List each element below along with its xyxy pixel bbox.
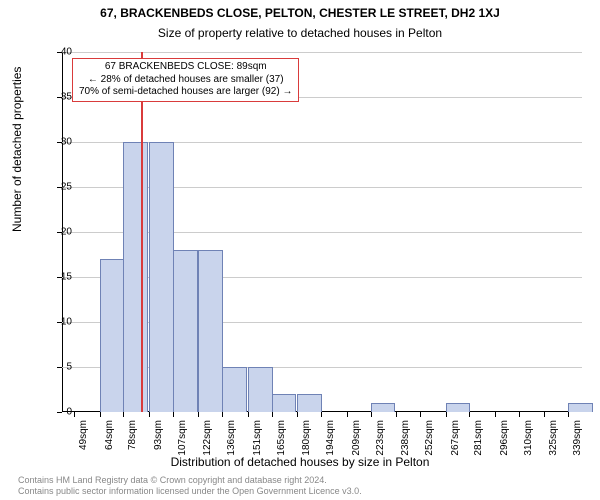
y-tick-mark bbox=[57, 412, 62, 413]
histogram-bar bbox=[446, 403, 471, 412]
x-tick-mark bbox=[371, 412, 372, 417]
x-tick-mark bbox=[544, 412, 545, 417]
x-tick-mark bbox=[149, 412, 150, 417]
x-tick-mark bbox=[123, 412, 124, 417]
histogram-bar bbox=[100, 259, 125, 412]
x-tick-mark bbox=[495, 412, 496, 417]
y-tick-label: 15 bbox=[61, 272, 72, 283]
x-tick-label: 151sqm bbox=[252, 420, 263, 460]
histogram-bar bbox=[173, 250, 198, 412]
grid-line bbox=[62, 52, 582, 53]
x-tick-label: 325sqm bbox=[548, 420, 559, 460]
histogram-bar bbox=[149, 142, 174, 412]
x-tick-mark bbox=[173, 412, 174, 417]
y-tick-label: 40 bbox=[61, 47, 72, 58]
chart-subtitle: Size of property relative to detached ho… bbox=[0, 26, 600, 40]
x-tick-label: 136sqm bbox=[226, 420, 237, 460]
x-tick-label: 296sqm bbox=[499, 420, 510, 460]
y-tick-label: 5 bbox=[66, 362, 72, 373]
histogram-bar bbox=[123, 142, 148, 412]
footer-line: Contains HM Land Registry data © Crown c… bbox=[18, 475, 362, 485]
x-tick-mark bbox=[519, 412, 520, 417]
y-axis-label: Number of detached properties bbox=[10, 67, 24, 232]
x-tick-label: 267sqm bbox=[450, 420, 461, 460]
histogram-bar bbox=[222, 367, 247, 412]
chart-figure: 67, BRACKENBEDS CLOSE, PELTON, CHESTER L… bbox=[0, 0, 600, 500]
histogram-bar bbox=[568, 403, 593, 412]
x-tick-label: 209sqm bbox=[351, 420, 362, 460]
histogram-bar bbox=[272, 394, 297, 412]
x-tick-mark bbox=[297, 412, 298, 417]
y-tick-label: 35 bbox=[61, 92, 72, 103]
histogram-bar bbox=[371, 403, 396, 412]
x-tick-mark bbox=[222, 412, 223, 417]
x-tick-label: 194sqm bbox=[325, 420, 336, 460]
x-axis-label: Distribution of detached houses by size … bbox=[0, 455, 600, 469]
x-tick-label: 281sqm bbox=[473, 420, 484, 460]
plot-area bbox=[62, 52, 582, 412]
x-tick-label: 310sqm bbox=[523, 420, 534, 460]
x-tick-mark bbox=[396, 412, 397, 417]
histogram-bar bbox=[198, 250, 223, 412]
x-tick-mark bbox=[347, 412, 348, 417]
x-tick-label: 223sqm bbox=[375, 420, 386, 460]
x-tick-mark bbox=[420, 412, 421, 417]
marker-line bbox=[141, 52, 143, 412]
x-tick-mark bbox=[100, 412, 101, 417]
x-tick-label: 165sqm bbox=[276, 420, 287, 460]
annotation-line: 70% of semi-detached houses are larger (… bbox=[79, 86, 292, 99]
x-tick-mark bbox=[446, 412, 447, 417]
x-tick-label: 107sqm bbox=[177, 420, 188, 460]
annotation-line: ← 28% of detached houses are smaller (37… bbox=[79, 74, 292, 87]
y-tick-label: 10 bbox=[61, 317, 72, 328]
y-tick-label: 30 bbox=[61, 137, 72, 148]
x-tick-label: 49sqm bbox=[78, 420, 89, 460]
x-tick-label: 64sqm bbox=[104, 420, 115, 460]
x-tick-mark bbox=[74, 412, 75, 417]
x-tick-mark bbox=[198, 412, 199, 417]
x-tick-label: 252sqm bbox=[424, 420, 435, 460]
x-tick-mark bbox=[321, 412, 322, 417]
x-tick-label: 122sqm bbox=[202, 420, 213, 460]
x-tick-label: 339sqm bbox=[572, 420, 583, 460]
annotation-box: 67 BRACKENBEDS CLOSE: 89sqm ← 28% of det… bbox=[72, 58, 299, 102]
histogram-bar bbox=[297, 394, 322, 412]
x-tick-label: 93sqm bbox=[153, 420, 164, 460]
x-tick-mark bbox=[568, 412, 569, 417]
y-tick-label: 25 bbox=[61, 182, 72, 193]
footer-attribution: Contains HM Land Registry data © Crown c… bbox=[18, 475, 362, 496]
x-tick-label: 180sqm bbox=[301, 420, 312, 460]
annotation-line: 67 BRACKENBEDS CLOSE: 89sqm bbox=[79, 61, 292, 74]
y-tick-mark bbox=[57, 367, 62, 368]
x-tick-mark bbox=[272, 412, 273, 417]
x-tick-label: 78sqm bbox=[127, 420, 138, 460]
x-tick-mark bbox=[469, 412, 470, 417]
x-tick-mark bbox=[248, 412, 249, 417]
histogram-bar bbox=[248, 367, 273, 412]
y-tick-label: 0 bbox=[66, 407, 72, 418]
footer-line: Contains public sector information licen… bbox=[18, 486, 362, 496]
x-tick-label: 238sqm bbox=[400, 420, 411, 460]
y-tick-label: 20 bbox=[61, 227, 72, 238]
chart-title: 67, BRACKENBEDS CLOSE, PELTON, CHESTER L… bbox=[0, 6, 600, 20]
